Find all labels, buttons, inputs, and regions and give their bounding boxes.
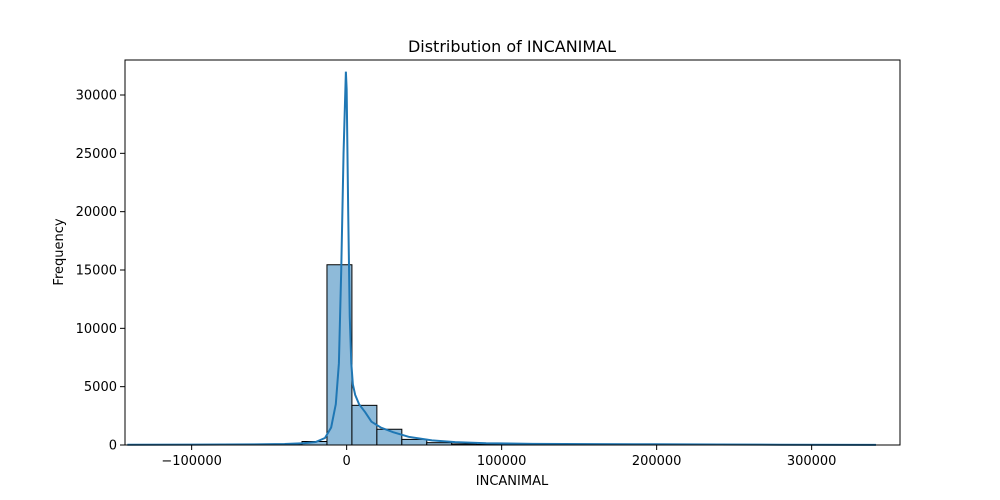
y-tick-label: 30000 — [76, 89, 117, 104]
y-tick-label: 0 — [109, 439, 117, 454]
kde-curve — [127, 71, 876, 446]
chart-title: Distribution of INCANIMAL — [408, 37, 616, 56]
y-tick-label: 15000 — [76, 264, 117, 279]
y-axis-label: Frequency — [52, 218, 67, 285]
x-tick-label: 0 — [343, 454, 351, 469]
histogram-bars — [126, 264, 877, 446]
x-tick-label: −100000 — [161, 454, 222, 469]
plot-frame — [124, 59, 901, 446]
x-axis-ticks: −100000 0 100000 200000 300000 — [161, 445, 836, 469]
y-axis-ticks: 0 5000 10000 15000 20000 25000 30000 — [76, 89, 125, 454]
y-tick-label: 5000 — [84, 380, 117, 395]
y-tick-label: 10000 — [76, 322, 117, 337]
x-tick-label: 200000 — [632, 454, 682, 469]
x-axis-label: INCANIMAL — [476, 474, 549, 489]
x-tick-label: 100000 — [477, 454, 527, 469]
x-tick-label: 300000 — [787, 454, 837, 469]
y-tick-label: 25000 — [76, 147, 117, 162]
y-tick-label: 20000 — [76, 205, 117, 220]
histogram-bar — [401, 438, 428, 446]
